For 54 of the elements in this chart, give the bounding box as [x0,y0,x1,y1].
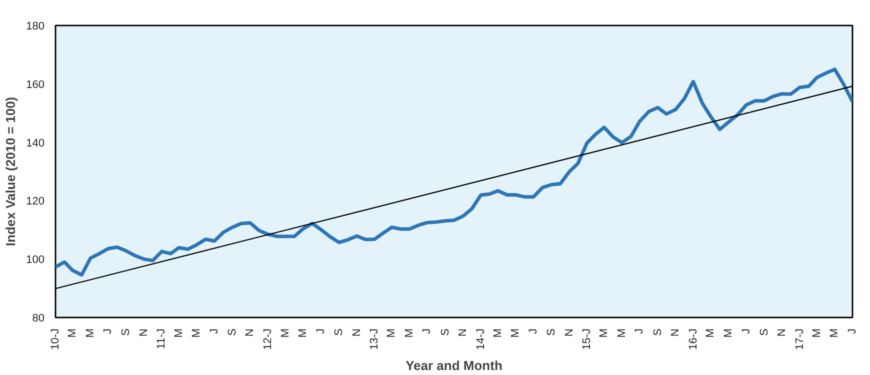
x-tick-label: 15-J [581,328,594,350]
x-tick-label: M [190,328,203,338]
x-tick-label: M [810,328,823,338]
y-tick-label: 160 [26,78,45,91]
x-tick-label: 13-J [368,328,381,350]
x-tick-label: J [634,328,646,334]
x-tick-label: S [758,328,770,336]
x-tick-label: J [846,328,858,334]
x-tick-label: S [652,328,664,336]
x-tick-label: S [333,328,346,336]
y-tick-label: 180 [26,20,45,32]
y-tick-label: 100 [26,254,45,266]
x-tick-label: 17-J [794,328,806,350]
x-tick-label: M [386,328,398,338]
x-tick-label: 16-J [687,328,700,350]
x-tick-label: 10-J [50,328,62,350]
x-tick-label: N [244,328,256,336]
x-tick-label: J [527,328,540,334]
x-tick-label: M [510,328,522,338]
x-tick-label: J [102,328,114,334]
x-tick-label: S [120,328,132,336]
x-tick-label: 14-J [474,328,487,350]
x-tick-label: N [138,328,150,336]
x-tick-label: J [314,328,327,334]
x-tick-label: M [66,328,79,338]
x-tick-label: J [208,328,220,334]
x-tick-label: N [776,328,788,336]
x-tick-label: M [828,328,841,338]
x-tick-label: M [403,328,416,338]
x-tick-label: S [546,328,558,336]
x-tick-label: M [598,328,610,338]
x-tick-label: M [172,328,185,338]
x-tick-label: N [350,328,363,336]
x-tick-label: M [279,328,292,338]
x-tick-label: M [722,328,734,338]
x-tick-label: 11-J [156,328,168,350]
x-tick-label: M [492,328,504,338]
x-tick-label: N [457,328,470,336]
x-tick-label: M [297,328,310,338]
x-tick-label: M [616,328,628,338]
x-tick-label: N [670,328,682,336]
x-tick-label: M [704,328,717,338]
x-tick-label: M [84,328,96,338]
x-axis-title: Year and Month [406,358,502,373]
x-tick-label: J [421,328,434,334]
x-tick-label: 12-J [262,328,274,350]
x-tick-label: J [740,328,752,334]
y-axis-title: Index Value (2010 = 100) [3,96,18,246]
x-tick-label: S [226,328,238,336]
y-tick-label: 120 [26,196,45,208]
y-tick-label: 80 [32,312,45,324]
x-tick-label: N [563,328,576,336]
x-tick-label: S [439,328,452,336]
y-tick-label: 140 [26,137,45,150]
